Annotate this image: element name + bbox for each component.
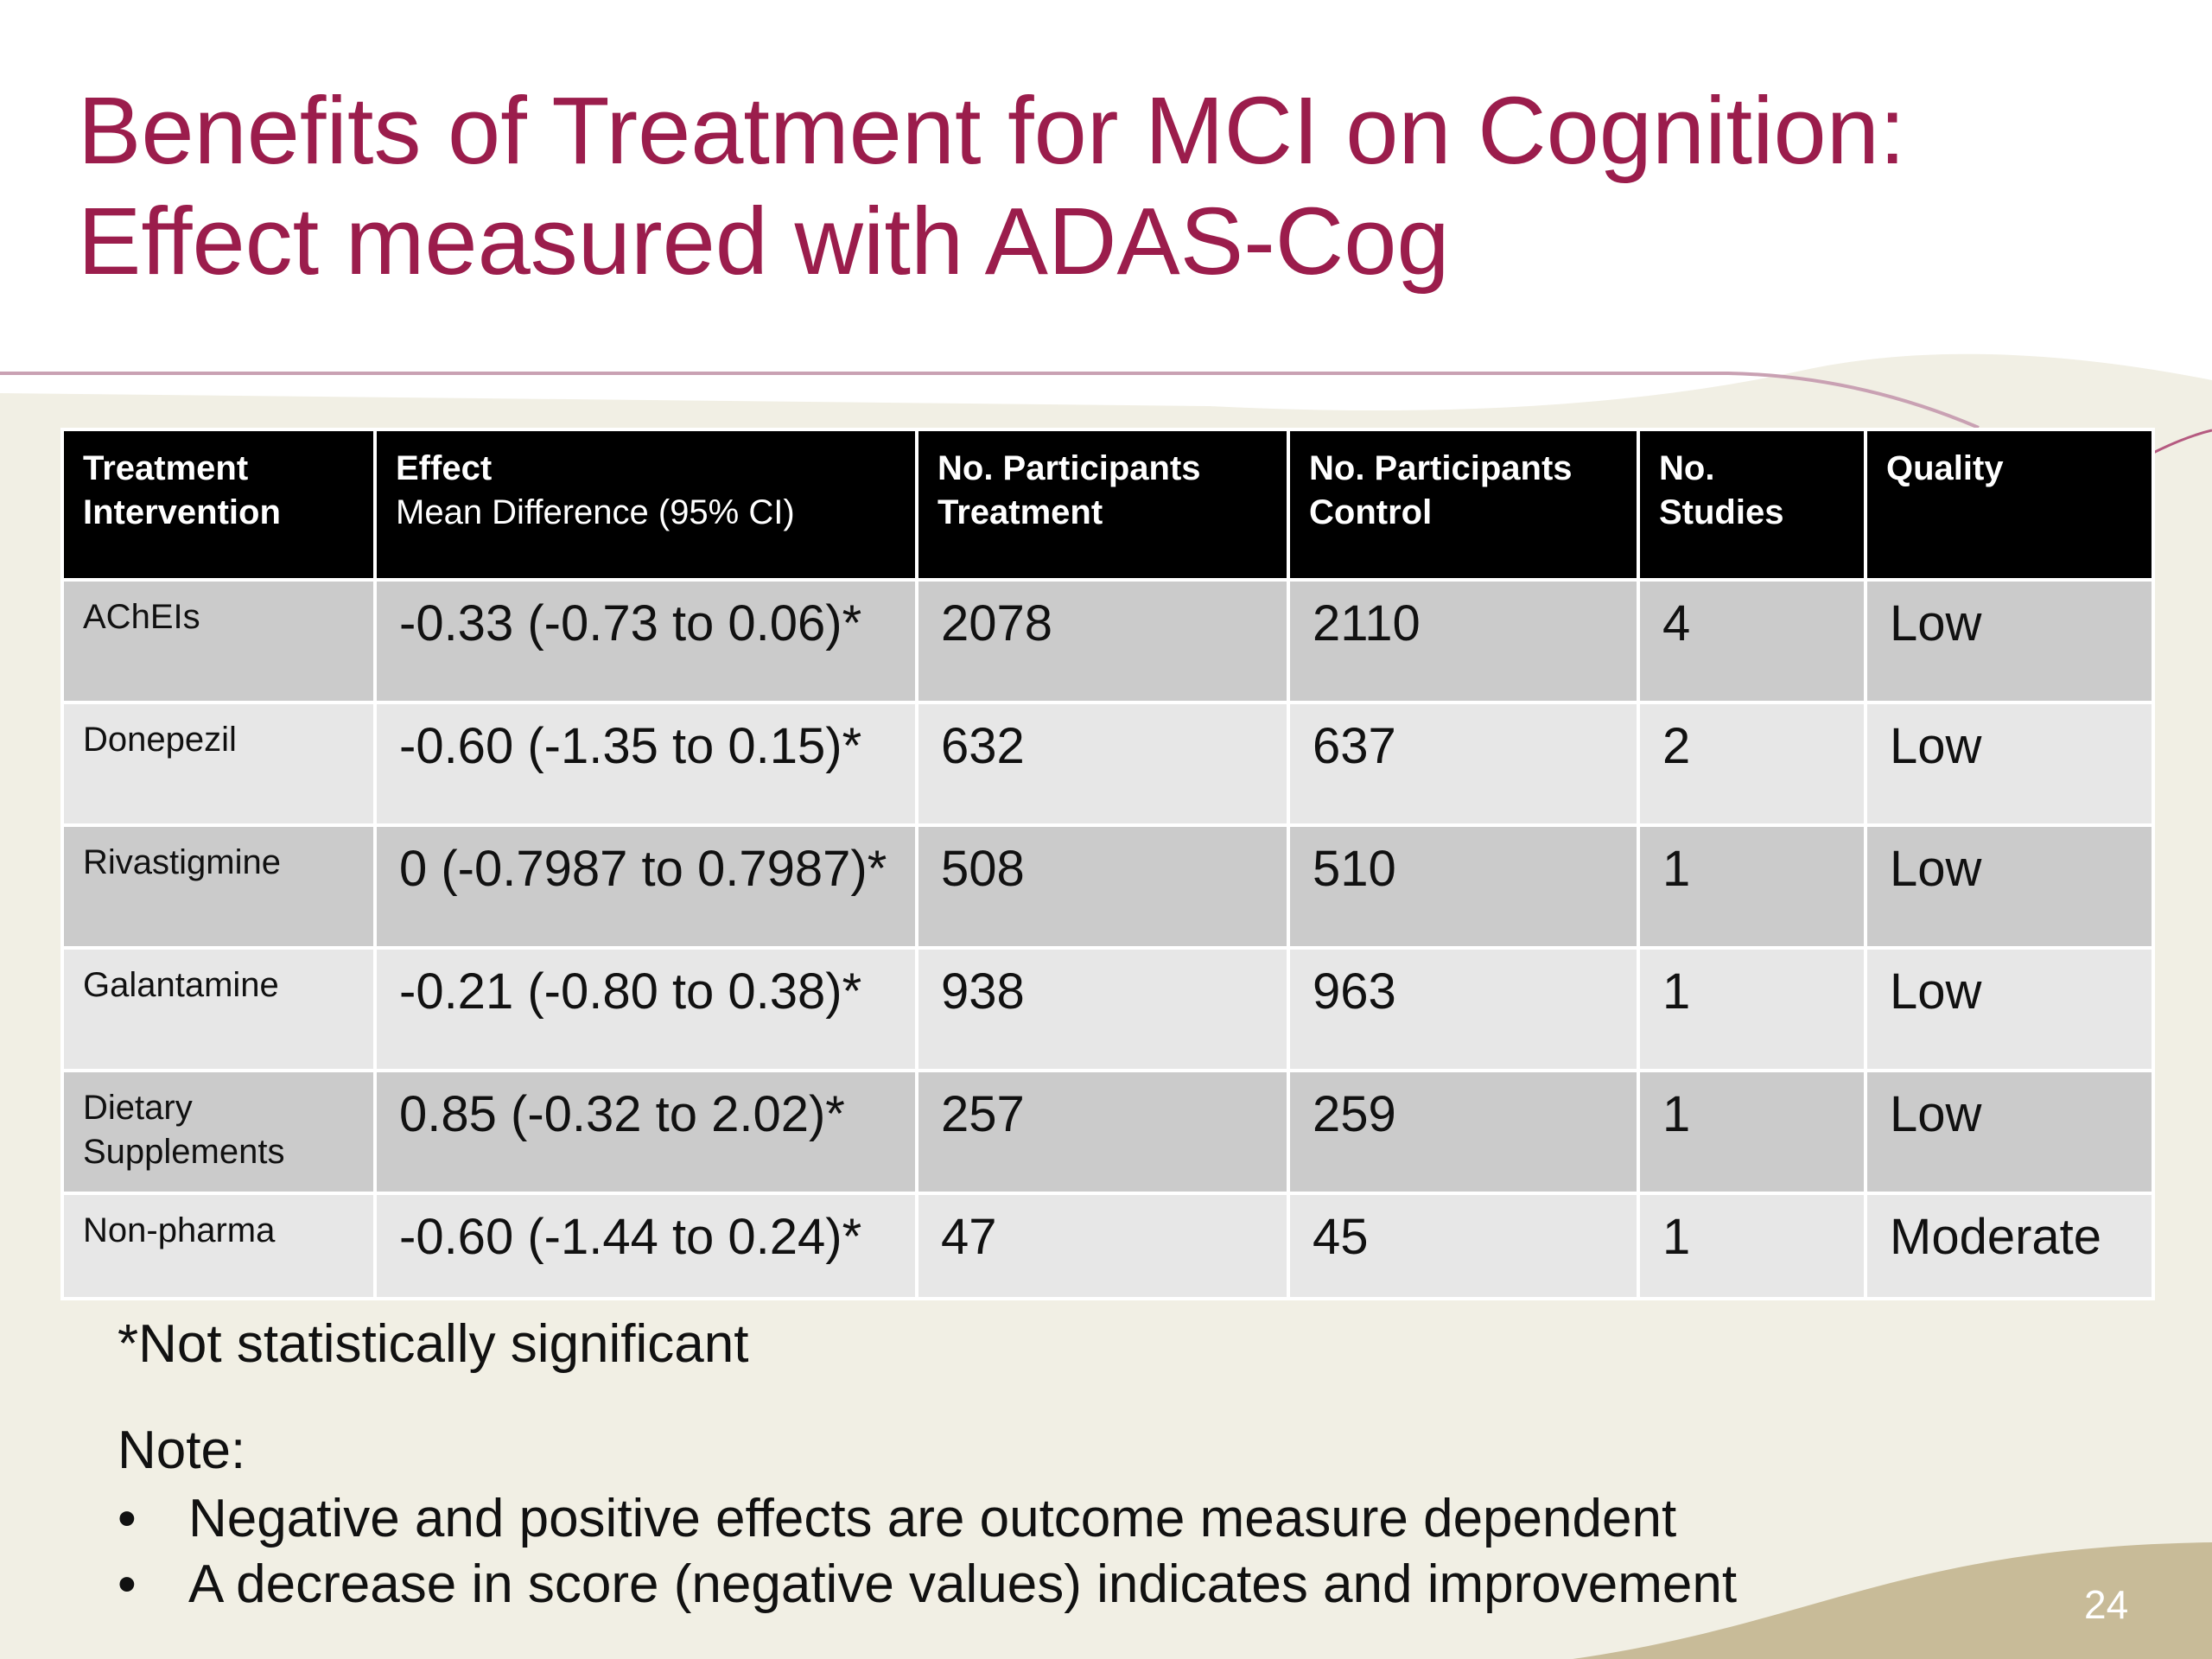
cell-treatment: 257 — [915, 1069, 1290, 1195]
cell-intervention: Galantamine — [60, 946, 377, 1072]
cell-intervention: AChEIs — [60, 578, 377, 704]
cell-quality: Low — [1864, 946, 2155, 1072]
cell-control: 963 — [1287, 946, 1640, 1072]
table-row: Non-pharma -0.60 (-1.44 to 0.24)* 47 45 … — [60, 1192, 2155, 1300]
results-table: Treatment Intervention Effect Mean Diffe… — [60, 428, 2155, 1300]
cell-effect: -0.60 (-1.44 to 0.24)* — [373, 1192, 918, 1300]
cell-intervention: Rivastigmine — [60, 823, 377, 950]
header-line: No. Participants — [1309, 449, 1573, 487]
header-participants-control: No. Participants Control — [1287, 428, 1640, 582]
cell-control: 45 — [1287, 1192, 1640, 1300]
header-effect: Effect Mean Difference (95% CI) — [373, 428, 918, 582]
cell-treatment: 47 — [915, 1192, 1290, 1300]
footer-band — [1573, 1542, 2212, 1659]
header-quality: Quality — [1864, 428, 2155, 582]
cell-studies: 1 — [1637, 946, 1867, 1072]
bullet-icon: • — [118, 1554, 137, 1614]
cell-treatment: 632 — [915, 701, 1290, 827]
cell-studies: 1 — [1637, 1069, 1867, 1195]
cell-studies: 4 — [1637, 578, 1867, 704]
cell-quality: Low — [1864, 1069, 2155, 1195]
table-header-row: Treatment Intervention Effect Mean Diffe… — [60, 428, 2155, 582]
cell-intervention: Non-pharma — [60, 1192, 377, 1300]
header-line: Control — [1309, 493, 1433, 531]
table-row: AChEIs -0.33 (-0.73 to 0.06)* 2078 2110 … — [60, 578, 2155, 704]
header-participants-treatment: No. Participants Treatment — [915, 428, 1290, 582]
cell-effect: -0.60 (-1.35 to 0.15)* — [373, 701, 918, 827]
cell-intervention: Dietary Supplements — [60, 1069, 377, 1195]
header-line: Quality — [1886, 449, 2004, 487]
note-item: • A decrease in score (negative values) … — [118, 1552, 1737, 1618]
cell-control: 2110 — [1287, 578, 1640, 704]
cell-effect: -0.33 (-0.73 to 0.06)* — [373, 578, 918, 704]
cell-intervention: Donepezil — [60, 701, 377, 827]
cell-quality: Low — [1864, 701, 2155, 827]
table-row: Galantamine -0.21 (-0.80 to 0.38)* 938 9… — [60, 946, 2155, 1072]
cell-intervention-line: Supplements — [83, 1133, 285, 1171]
header-line: No. — [1659, 449, 1715, 487]
slide-title: Benefits of Treatment for MCI on Cogniti… — [78, 78, 1906, 295]
header-subline: Mean Difference (95% CI) — [396, 493, 795, 531]
header-line: Treatment — [83, 449, 249, 487]
cell-studies: 2 — [1637, 701, 1867, 827]
cell-studies: 1 — [1637, 1192, 1867, 1300]
page-number: 24 — [2084, 1582, 2129, 1627]
cell-treatment: 938 — [915, 946, 1290, 1072]
header-line: No. Participants — [938, 449, 1201, 487]
cell-quality: Low — [1864, 578, 2155, 704]
header-intervention: Treatment Intervention — [60, 428, 377, 582]
cell-treatment: 2078 — [915, 578, 1290, 704]
table-row: Rivastigmine 0 (-0.7987 to 0.7987)* 508 … — [60, 823, 2155, 950]
header-line: Treatment — [938, 493, 1103, 531]
cell-quality: Low — [1864, 823, 2155, 950]
header-studies: No. Studies — [1637, 428, 1867, 582]
decorative-curve-line-right — [2151, 429, 2212, 455]
header-line: Effect — [396, 449, 493, 487]
footnote: *Not statistically significant — [118, 1314, 749, 1374]
cell-studies: 1 — [1637, 823, 1867, 950]
header-white-area — [0, 0, 2212, 410]
cell-effect: 0 (-0.7987 to 0.7987)* — [373, 823, 918, 950]
cell-control: 259 — [1287, 1069, 1640, 1195]
note-item-text: Negative and positive effects are outcom… — [188, 1489, 1677, 1548]
cell-treatment: 508 — [915, 823, 1290, 950]
bullet-icon: • — [118, 1489, 137, 1548]
cell-effect: -0.21 (-0.80 to 0.38)* — [373, 946, 918, 1072]
cell-quality: Moderate — [1864, 1192, 2155, 1300]
table-row: Donepezil -0.60 (-1.35 to 0.15)* 632 637… — [60, 701, 2155, 827]
note-list: • Negative and positive effects are outc… — [118, 1486, 1737, 1618]
table-row: Dietary Supplements 0.85 (-0.32 to 2.02)… — [60, 1069, 2155, 1195]
decorative-curve-line — [0, 372, 1980, 429]
cell-control: 637 — [1287, 701, 1640, 827]
note-item-text: A decrease in score (negative values) in… — [188, 1554, 1738, 1614]
note-heading: Note: — [118, 1421, 246, 1480]
cell-control: 510 — [1287, 823, 1640, 950]
cell-effect: 0.85 (-0.32 to 2.02)* — [373, 1069, 918, 1195]
header-line: Studies — [1659, 493, 1784, 531]
note-item: • Negative and positive effects are outc… — [118, 1486, 1737, 1552]
cell-intervention-line: Dietary — [83, 1089, 193, 1127]
header-line: Intervention — [83, 493, 281, 531]
